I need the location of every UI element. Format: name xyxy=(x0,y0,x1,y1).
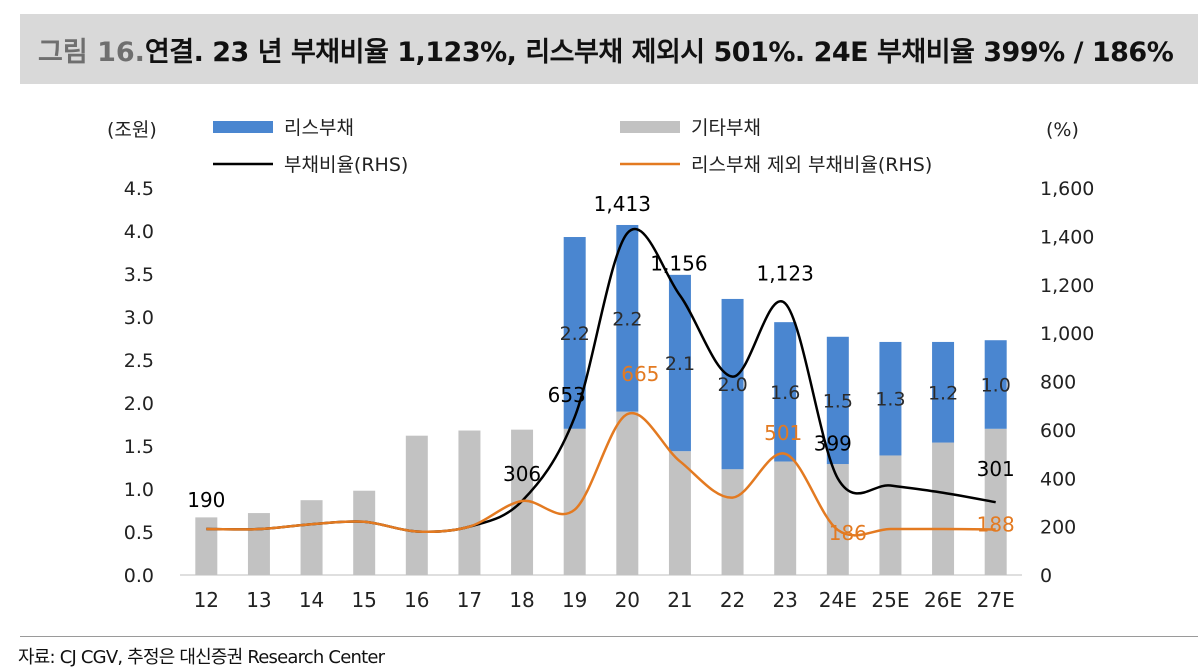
bar-other-debt xyxy=(774,461,797,575)
left-tick-label: 4.0 xyxy=(124,221,154,243)
line-value-label: 501 xyxy=(764,421,802,445)
legend-other-swatch xyxy=(620,121,680,133)
bar-lease-debt xyxy=(879,341,902,456)
debt-ratio-chart: 0.0 0.5 1.0 1.5 2.0 2.5 3.0 3.5 4.0 4.5 0 200 400 600… xyxy=(107,117,1094,612)
right-tick-label: 1,400 xyxy=(1040,226,1094,248)
bar-lease-debt xyxy=(774,322,797,462)
bar-lease-debt xyxy=(826,336,849,465)
x-tick-label: 20 xyxy=(615,588,640,612)
figure-number: 그림 16. xyxy=(38,36,145,68)
right-tick-label: 600 xyxy=(1040,420,1076,442)
figure-title: 연결. 23 년 부채비율 1,123%, 리스부채 제외시 501%. 24E… xyxy=(144,36,1174,68)
line-value-label: 1,413 xyxy=(594,192,651,216)
footer-divider xyxy=(20,636,1198,637)
bar-lease-debt xyxy=(721,298,744,470)
legend-other-label: 기타부채 xyxy=(691,117,761,139)
bar-value-label: 2.1 xyxy=(665,353,695,375)
line-value-label: 186 xyxy=(829,521,867,545)
left-tick-label: 2.5 xyxy=(124,350,154,372)
left-tick-label: 3.0 xyxy=(124,307,154,329)
x-tick-label: 19 xyxy=(562,588,587,612)
right-tick-label: 800 xyxy=(1040,372,1076,394)
legend-ratio-ex-label: 리스부채 제외 부채비율(RHS) xyxy=(691,154,932,176)
left-tick-label: 4.5 xyxy=(124,178,154,200)
x-tick-label: 12 xyxy=(194,588,219,612)
bar-lease-debt xyxy=(616,224,639,412)
right-tick-label: 1,200 xyxy=(1040,275,1094,297)
bar-value-label: 1.2 xyxy=(928,382,958,404)
bar-other-debt xyxy=(195,517,218,575)
right-tick-label: 1,600 xyxy=(1040,178,1094,200)
line-value-label: 399 xyxy=(814,431,852,455)
left-tick-label: 1.0 xyxy=(124,479,154,501)
line-value-label: 1,123 xyxy=(757,261,814,285)
x-tick-label: 14 xyxy=(299,588,324,612)
figure-header: 그림 16. 연결. 23 년 부채비율 1,123%, 리스부채 제외시 50… xyxy=(20,14,1198,84)
bar-other-debt xyxy=(721,469,744,575)
line-value-label: 653 xyxy=(548,383,586,407)
line-value-label: 301 xyxy=(977,457,1015,481)
line-value-label: 306 xyxy=(503,462,541,486)
bar-lease-debt xyxy=(932,341,955,443)
x-tick-label: 25E xyxy=(871,588,909,612)
line-value-label: 665 xyxy=(621,362,659,386)
bar-other-debt xyxy=(458,430,481,575)
bar-value-label: 1.3 xyxy=(875,389,905,411)
bar-other-debt xyxy=(668,451,691,575)
bar-other-debt xyxy=(826,464,849,575)
x-tick-label: 24E xyxy=(819,588,857,612)
right-axis-unit: (%) xyxy=(1046,119,1079,141)
x-tick-label: 15 xyxy=(351,588,376,612)
bar-other-debt xyxy=(353,490,376,575)
legend-lease-label: 리스부채 xyxy=(284,117,354,139)
bar-value-label: 2.0 xyxy=(717,374,747,396)
x-tick-label: 17 xyxy=(457,588,482,612)
legend-ratio-label: 부채비율(RHS) xyxy=(284,154,408,176)
line-debt-ratio xyxy=(206,228,996,534)
left-axis-unit: (조원) xyxy=(107,119,157,141)
bar-other-debt xyxy=(405,435,428,575)
bar-lease-debt xyxy=(668,274,691,452)
x-tick-label: 16 xyxy=(404,588,429,612)
x-tick-label: 22 xyxy=(720,588,745,612)
right-tick-label: 200 xyxy=(1040,517,1076,539)
left-tick-label: 0.5 xyxy=(124,522,154,544)
left-tick-label: 2.0 xyxy=(124,393,154,415)
legend-lease-swatch xyxy=(213,121,273,133)
bar-lease-debt xyxy=(563,237,586,429)
bar-other-debt xyxy=(300,500,323,575)
right-tick-label: 400 xyxy=(1040,468,1076,490)
bar-other-debt xyxy=(879,455,902,575)
x-tick-label: 21 xyxy=(667,588,692,612)
x-tick-label: 13 xyxy=(246,588,271,612)
left-tick-label: 1.5 xyxy=(124,436,154,458)
bar-lease-debt xyxy=(984,340,1007,429)
bar-other-debt xyxy=(563,428,586,575)
bar-value-label: 1.5 xyxy=(823,390,853,412)
line-value-label: 190 xyxy=(187,488,225,512)
right-tick-label: 0 xyxy=(1040,565,1052,587)
x-tick-label: 23 xyxy=(772,588,797,612)
x-tick-label: 18 xyxy=(509,588,534,612)
x-tick-label: 26E xyxy=(924,588,962,612)
left-tick-label: 3.5 xyxy=(124,264,154,286)
right-tick-label: 1,000 xyxy=(1040,323,1094,345)
bar-value-label: 2.2 xyxy=(560,323,590,345)
bar-value-label: 2.2 xyxy=(612,308,642,330)
bar-other-debt xyxy=(616,411,639,575)
x-tick-label: 27E xyxy=(977,588,1015,612)
source-note: 자료: CJ CGV, 추정은 대신증권 Research Center xyxy=(18,647,385,668)
line-value-label: 1,156 xyxy=(650,251,707,275)
left-tick-label: 0.0 xyxy=(124,565,154,587)
bar-value-label: 1.0 xyxy=(981,375,1011,397)
bar-value-label: 1.6 xyxy=(770,382,800,404)
bar-other-debt xyxy=(932,442,955,575)
bar-other-debt xyxy=(247,513,270,575)
line-value-label: 188 xyxy=(977,513,1015,537)
line-debt-ratio-ex-lease xyxy=(206,411,996,537)
